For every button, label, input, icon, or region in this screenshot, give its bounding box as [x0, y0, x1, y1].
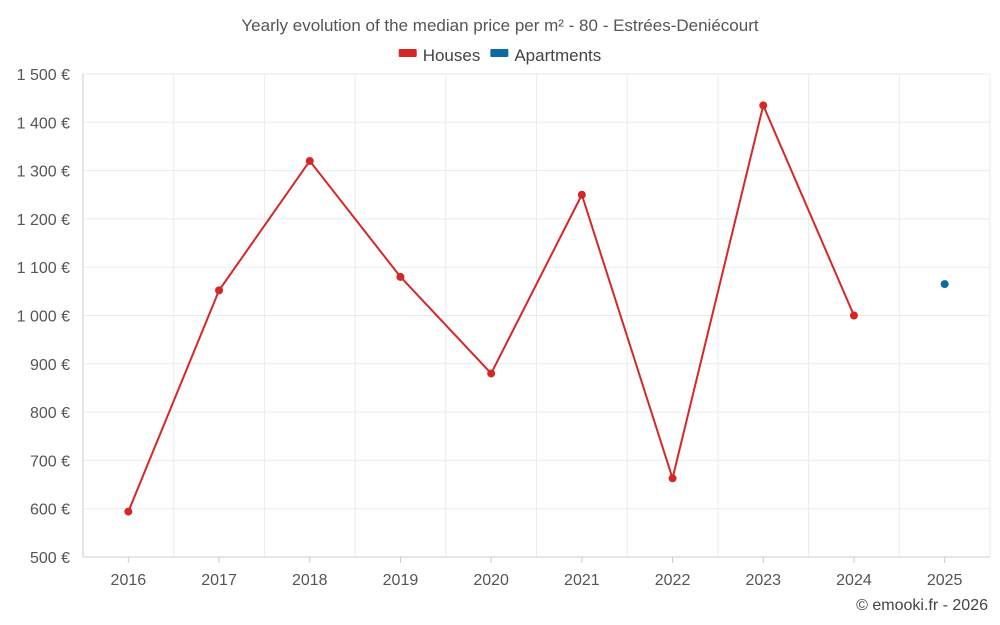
legend[interactable]: Houses Apartments — [398, 46, 602, 65]
x-tick-label: 2021 — [564, 572, 600, 589]
x-tick-label: 2017 — [201, 572, 237, 589]
houses-point-2018[interactable] — [305, 156, 314, 165]
y-tick-label: 1 100 € — [17, 260, 70, 277]
chart-title: Yearly evolution of the median price per… — [241, 16, 758, 35]
x-tick-label: 2025 — [927, 572, 963, 589]
series — [124, 101, 949, 516]
credit: © emooki.fr - 2026 — [856, 597, 988, 614]
y-tick-label: 700 € — [30, 453, 70, 470]
legend-item-apartments[interactable]: Apartments — [490, 46, 601, 65]
houses-point-2023[interactable] — [759, 101, 768, 110]
x-tick-label: 2023 — [745, 572, 781, 589]
houses-point-2017[interactable] — [215, 286, 224, 295]
y-tick-label: 1 000 € — [17, 309, 70, 326]
y-tick-label: 800 € — [30, 405, 70, 422]
y-tick-label: 900 € — [30, 357, 70, 374]
legend-item-houses[interactable]: Houses — [398, 46, 481, 65]
x-tick-label: 2024 — [836, 572, 872, 589]
houses-point-2021[interactable] — [577, 190, 586, 199]
houses-point-2022[interactable] — [668, 474, 677, 483]
houses-line — [127, 104, 855, 512]
x-tick-label: 2016 — [111, 572, 147, 589]
legend-swatch — [490, 49, 509, 57]
x-tick-label: 2022 — [655, 572, 691, 589]
y-tick-label: 500 € — [30, 550, 70, 567]
houses-point-2024[interactable] — [849, 311, 858, 320]
y-tick-label: 600 € — [30, 502, 70, 519]
legend-swatch — [398, 49, 417, 57]
houses-point-2020[interactable] — [487, 369, 496, 378]
houses-point-2016[interactable] — [124, 507, 133, 516]
y-axis-ticks: 500 € 600 € 700 € 800 € 900 € 1 000 € 1 100 € 1… — [17, 67, 70, 567]
legend-label: Houses — [423, 46, 481, 65]
x-tick-label: 2020 — [473, 572, 509, 589]
x-tick-label: 2018 — [292, 572, 328, 589]
axes — [82, 74, 990, 558]
y-tick-label: 1 400 € — [17, 115, 70, 132]
y-tick-label: 1 500 € — [17, 67, 70, 84]
y-tick-label: 1 300 € — [17, 164, 70, 181]
x-axis-ticks: 2016 2017 2018 2019 2020 2021 2022 2023 2024 2025 — [111, 557, 963, 589]
apartments-point-2025[interactable] — [940, 280, 949, 289]
x-tick-label: 2019 — [383, 572, 419, 589]
legend-label: Apartments — [514, 46, 601, 65]
y-tick-label: 1 200 € — [17, 212, 70, 229]
houses-point-2019[interactable] — [396, 272, 405, 281]
